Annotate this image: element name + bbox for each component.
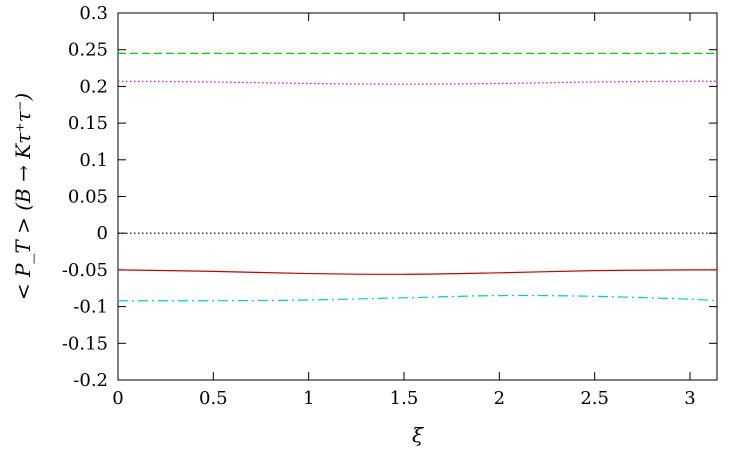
- series-line-5: [117, 294, 718, 302]
- y-tick-label: -0.2: [73, 370, 108, 391]
- series-line-4: [117, 269, 718, 275]
- y-tick-label: 0: [97, 223, 108, 244]
- y-tick-label: 0.05: [68, 187, 108, 208]
- x-tick-label: 0.5: [199, 388, 228, 409]
- x-tick-label: 2: [494, 388, 505, 409]
- y-tick-label: 0.1: [79, 150, 108, 171]
- series-line-2: [117, 80, 718, 85]
- y-tick-label: 0.2: [79, 76, 108, 97]
- y-tick-label: 0.15: [68, 113, 108, 134]
- x-tick-label: 3: [684, 388, 695, 409]
- y-tick-label: -0.1: [73, 297, 108, 318]
- x-axis-label: ξ: [412, 423, 424, 447]
- y-tick-label: -0.05: [62, 260, 108, 281]
- y-axis: -0.2 -0.15 -0.1 -0.05 0 0.05 0.1 0.15 0.2 0.25 0.3: [62, 3, 717, 391]
- series-layer: [117, 52, 718, 302]
- x-axis: 0 0.5 1 1.5 2 2.5 3: [112, 13, 696, 409]
- x-tick-label: 0: [112, 388, 123, 409]
- x-tick-label: 2.5: [580, 388, 609, 409]
- y-tick-label: 0.3: [79, 3, 108, 24]
- y-tick-label: 0.25: [68, 40, 108, 61]
- x-tick-label: 1.5: [390, 388, 419, 409]
- y-tick-label: -0.15: [62, 333, 108, 354]
- plot-border: [117, 12, 718, 381]
- plot-frame: [117, 12, 718, 381]
- y-axis-label: < P_T > (B → Kτ⁺τ⁻): [11, 93, 35, 300]
- x-tick-label: 1: [303, 388, 314, 409]
